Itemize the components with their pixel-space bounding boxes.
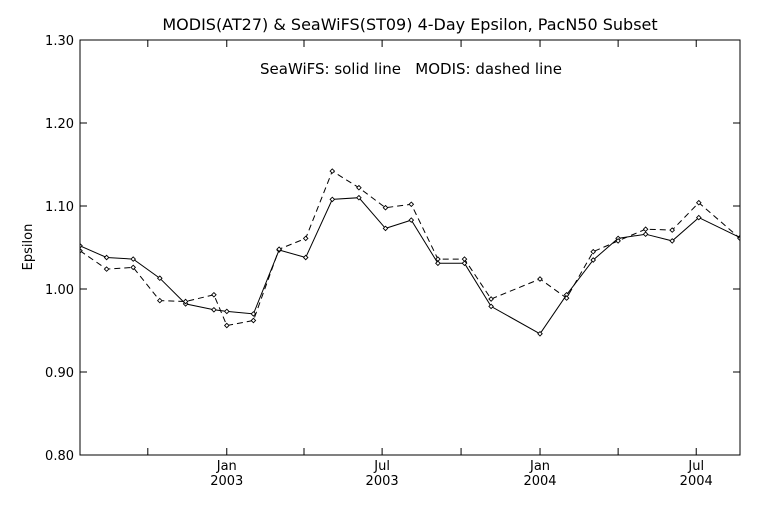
seawifs-data-point (590, 257, 597, 263)
modis-data-point (537, 276, 543, 282)
x-tick-year-label: 2004 (680, 474, 713, 489)
modis-data-point (488, 296, 494, 302)
seawifs-data-point (642, 231, 649, 238)
modis-data-point (329, 168, 336, 174)
x-tick-year-label: 2003 (366, 474, 399, 489)
modis-data-point (182, 298, 189, 305)
chart-annotation: SeaWiFS: solid line MODIS: dashed line (260, 60, 562, 78)
seawifs-data-point (103, 254, 110, 261)
seawifs-data-point (695, 214, 702, 221)
seawifs-data-point (669, 238, 676, 244)
seawifs-data-point (537, 330, 543, 337)
seawifs-data-point (156, 275, 163, 282)
seawifs-data-point (461, 260, 468, 267)
y-tick-label: 1.00 (45, 283, 74, 298)
y-tick-label: 1.30 (45, 34, 74, 49)
modis-data-point (408, 201, 415, 208)
seawifs-data-point (80, 242, 83, 249)
x-tick-year-label: 2004 (523, 474, 556, 489)
seawifs-data-point (130, 256, 137, 262)
seawifs-data-point (435, 260, 441, 267)
y-tick-label: 1.10 (45, 200, 74, 215)
seawifs-data-point (250, 311, 257, 317)
x-tick-month-label: Jul (687, 459, 704, 474)
modis-data-point (435, 256, 441, 262)
chart-title: MODIS(AT27) & SeaWiFS(ST09) 4-Day Epsilo… (162, 15, 657, 34)
series-layer (80, 168, 740, 337)
modis-data-point (615, 238, 621, 244)
modis-data-point (695, 199, 702, 206)
modis-data-point (276, 246, 282, 253)
y-tick-label: 1.20 (45, 117, 74, 132)
x-tick-month-label: Jan (529, 459, 550, 474)
modis-data-point (563, 295, 570, 301)
modis-data-point (211, 291, 217, 298)
modis-data-point (302, 235, 309, 242)
modis-data-point (250, 317, 257, 324)
modis-data-point (223, 322, 230, 329)
seawifs-data-point (223, 308, 230, 315)
modis-data-point (382, 204, 389, 211)
x-tick-year-label: 2003 (210, 474, 243, 489)
modis-data-point (669, 227, 676, 233)
modis-data-point (156, 297, 163, 304)
modis-data-point (737, 235, 740, 242)
modis-data-point (130, 264, 137, 271)
y-tick-label: 0.90 (45, 366, 74, 381)
seawifs-data-point (382, 225, 389, 232)
seawifs-data-point (211, 306, 217, 313)
seawifs-data-point (356, 194, 362, 201)
modis-data-point (80, 247, 83, 254)
seawifs-data-point (329, 196, 336, 203)
x-tick-month-label: Jan (216, 459, 237, 474)
x-tick-month-label: Jul (373, 459, 390, 474)
modis-data-point (642, 226, 649, 233)
modis-data-point (461, 256, 468, 262)
y-axis-label: Epsilon (21, 224, 36, 271)
seawifs-data-point (488, 303, 494, 310)
modis-data-point (103, 266, 110, 272)
seawifs-data-point (408, 217, 415, 223)
modis-data-point (356, 184, 362, 191)
seawifs-data-point (302, 254, 309, 261)
plot-frame (79, 39, 741, 456)
y-tick-label: 0.80 (45, 449, 74, 464)
modis-data-point (590, 248, 597, 255)
